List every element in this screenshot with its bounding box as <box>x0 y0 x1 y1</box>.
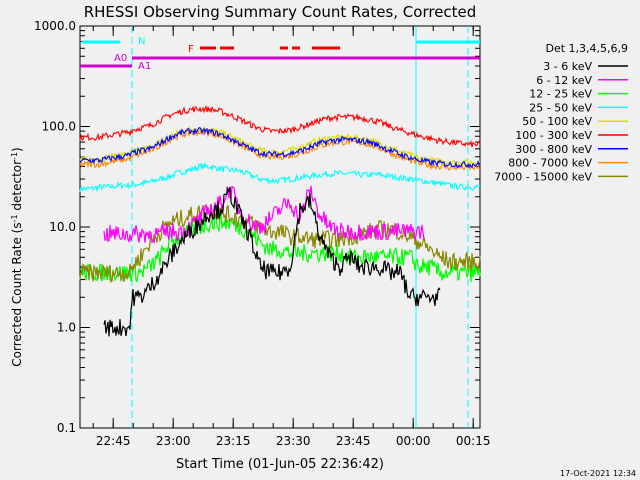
legend-title: Det 1,3,4,5,6,9 <box>545 42 628 55</box>
legend-entry-label: 25 - 50 keV <box>529 101 592 114</box>
series-line-5 <box>79 104 481 148</box>
series-line-7 <box>79 127 481 171</box>
x-tick-label: 00:00 <box>396 434 431 448</box>
series-line-1 <box>103 185 425 245</box>
y-axis-label-sup2: -1 <box>10 152 19 160</box>
x-tick-label: 23:30 <box>276 434 311 448</box>
x-tick-label: 23:45 <box>336 434 371 448</box>
y-tick-label: 10.0 <box>49 220 76 234</box>
timestamp: 17-Oct-2021 12:34 <box>560 469 636 478</box>
chart-title: RHESSI Observing Summary Count Rates, Co… <box>84 3 477 21</box>
legend-entry-label: 3 - 6 keV <box>543 60 592 73</box>
legend-entry-label: 100 - 300 keV <box>515 129 592 142</box>
series-line-2 <box>79 213 481 283</box>
plot-area: 0.1 1.0 10.0 100.0 1000.0 22:45 23:00 23:15 23:3… <box>34 19 490 448</box>
x-tick-label: 23:00 <box>156 434 191 448</box>
series-line-0 <box>103 186 441 337</box>
series-line-4 <box>79 124 481 167</box>
legend-entry-label: 300 - 800 keV <box>515 143 592 156</box>
y-tick-label: 1000.0 <box>34 19 76 33</box>
legend-entry-label: 50 - 100 keV <box>522 115 592 128</box>
flare-flag-label: F <box>188 44 194 55</box>
legend-entry-label: 800 - 7000 keV <box>508 157 592 170</box>
series-line-6 <box>79 127 481 169</box>
x-tick-label: 00:15 <box>456 434 491 448</box>
y-axis-label-main: Corrected Count Rate (s <box>10 222 24 366</box>
series-line-8 <box>79 204 481 283</box>
night-label: N <box>138 36 145 47</box>
attenuator-a0-label: A0 <box>114 53 127 64</box>
y-tick-label: 1.0 <box>57 321 76 335</box>
x-tick-label: 22:45 <box>96 434 131 448</box>
y-tick-label: 0.1 <box>57 421 76 435</box>
y-axis-label-mid: detector <box>10 160 24 215</box>
legend-entry-label: 7000 - 15000 keV <box>494 170 592 183</box>
legend-entry-label: 6 - 12 keV <box>536 74 592 87</box>
y-axis-label: Corrected Count Rate (s-1 detector-1) <box>10 147 25 366</box>
series-line-3 <box>79 161 481 193</box>
y-axis-label-end: ) <box>10 147 24 152</box>
y-tick-label: 100.0 <box>42 120 76 134</box>
attenuator-a1-label: A1 <box>138 61 151 72</box>
y-axis-label-sup1: -1 <box>10 214 19 222</box>
x-tick-label: 23:15 <box>216 434 251 448</box>
legend-entry-label: 12 - 25 keV <box>529 88 592 101</box>
x-axis-label: Start Time (01-Jun-05 22:36:42) <box>176 457 384 472</box>
